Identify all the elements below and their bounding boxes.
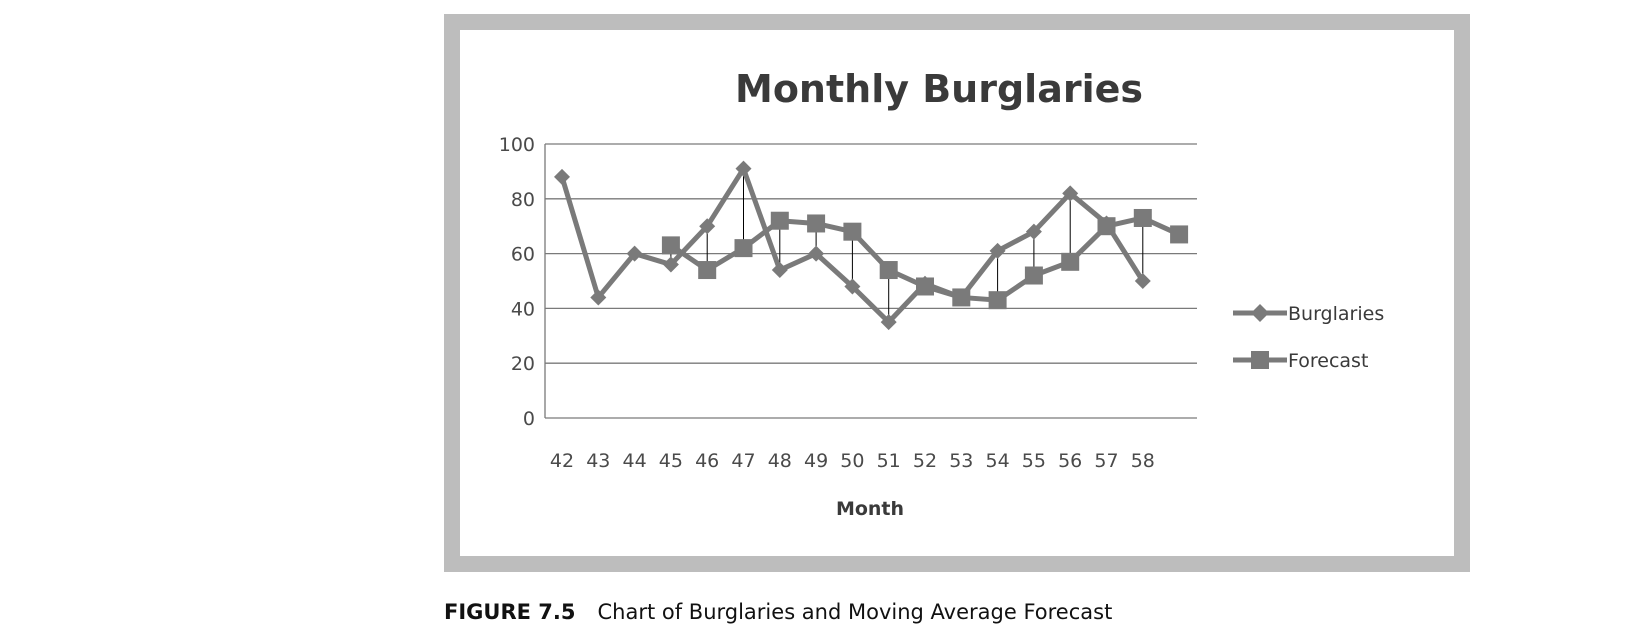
x-tick-label: 49 xyxy=(804,450,828,472)
x-tick-label: 52 xyxy=(913,450,937,472)
chart-frame: Monthly Burglaries 0 20 40 60 80 100 42 43 44 45… xyxy=(444,14,1470,572)
x-tick-label: 45 xyxy=(659,450,683,472)
data-point-burglaries xyxy=(590,289,607,306)
y-tick-label: 20 xyxy=(511,353,535,375)
data-point-burglaries xyxy=(808,245,825,262)
data-point-forecast xyxy=(1170,225,1189,244)
x-tick-label: 51 xyxy=(877,450,901,472)
y-tick-label: 100 xyxy=(499,134,535,156)
x-tick-label: 53 xyxy=(949,450,973,472)
data-point-burglaries xyxy=(844,278,861,295)
x-tick-label: 47 xyxy=(731,450,755,472)
legend-marker-forecast xyxy=(1251,351,1269,369)
figure-caption-text: Chart of Burglaries and Moving Average F… xyxy=(597,600,1113,624)
data-point-forecast xyxy=(1097,217,1116,236)
x-tick-label: 55 xyxy=(1022,450,1046,472)
x-tick-label: 46 xyxy=(695,450,719,472)
x-tick-label: 57 xyxy=(1094,450,1118,472)
x-tick-label: 54 xyxy=(986,450,1010,472)
data-point-burglaries xyxy=(989,242,1006,259)
x-tick-label: 44 xyxy=(623,450,647,472)
legend-item-forecast: Forecast xyxy=(1233,350,1368,372)
x-tick-label: 48 xyxy=(768,450,792,472)
data-point-forecast xyxy=(1061,252,1080,271)
data-point-forecast xyxy=(734,239,753,258)
chart-area: Monthly Burglaries 0 20 40 60 80 100 42 43 44 45… xyxy=(460,30,1454,556)
y-tick-label: 40 xyxy=(511,298,535,320)
legend-marker-burglaries xyxy=(1251,304,1269,322)
data-point-burglaries xyxy=(1062,185,1079,202)
data-point-burglaries xyxy=(1025,223,1042,240)
x-tick-label: 56 xyxy=(1058,450,1082,472)
x-tick-label: 50 xyxy=(840,450,864,472)
data-point-burglaries xyxy=(735,160,752,177)
legend-item-burglaries: Burglaries xyxy=(1233,303,1384,325)
data-point-forecast xyxy=(879,261,898,280)
x-axis-ticks: 42 43 44 45 46 47 48 49 50 51 52 53 54 55 56 57 58 xyxy=(550,450,1155,472)
data-point-burglaries xyxy=(662,256,679,273)
figure-caption: FIGURE 7.5 Chart of Burglaries and Moving… xyxy=(444,600,1112,624)
data-point-forecast xyxy=(952,288,971,307)
data-point-forecast xyxy=(916,277,934,296)
data-point-burglaries xyxy=(771,262,788,279)
series-lines xyxy=(559,166,1181,325)
y-tick-label: 0 xyxy=(523,408,535,430)
series-markers xyxy=(554,160,1189,331)
data-point-forecast xyxy=(988,291,1007,310)
data-point-forecast xyxy=(770,211,789,230)
data-point-forecast xyxy=(843,222,862,241)
legend-label-burglaries: Burglaries xyxy=(1288,303,1384,325)
data-point-forecast xyxy=(807,214,826,233)
line-chart: Monthly Burglaries 0 20 40 60 80 100 42 43 44 45… xyxy=(499,67,1384,520)
figure-label: FIGURE 7.5 xyxy=(444,600,576,624)
x-tick-label: 58 xyxy=(1131,450,1155,472)
data-point-forecast xyxy=(661,236,680,255)
x-tick-label: 42 xyxy=(550,450,574,472)
y-tick-label: 60 xyxy=(511,244,535,266)
data-point-burglaries xyxy=(1134,273,1151,289)
legend: Burglaries Forecast xyxy=(1233,303,1384,372)
data-point-burglaries xyxy=(554,168,570,185)
y-axis-ticks: 0 20 40 60 80 100 xyxy=(499,134,535,430)
x-axis-title: Month xyxy=(836,498,904,520)
data-point-burglaries xyxy=(880,314,897,331)
chart-title: Monthly Burglaries xyxy=(735,67,1143,111)
data-point-burglaries xyxy=(626,245,643,262)
x-tick-label: 43 xyxy=(586,450,610,472)
data-point-forecast xyxy=(698,261,717,280)
data-point-burglaries xyxy=(699,218,716,235)
gridlines xyxy=(544,143,1197,419)
data-point-forecast xyxy=(1133,208,1152,227)
data-point-forecast xyxy=(1024,266,1043,285)
y-tick-label: 80 xyxy=(511,189,535,211)
legend-label-forecast: Forecast xyxy=(1288,350,1368,372)
